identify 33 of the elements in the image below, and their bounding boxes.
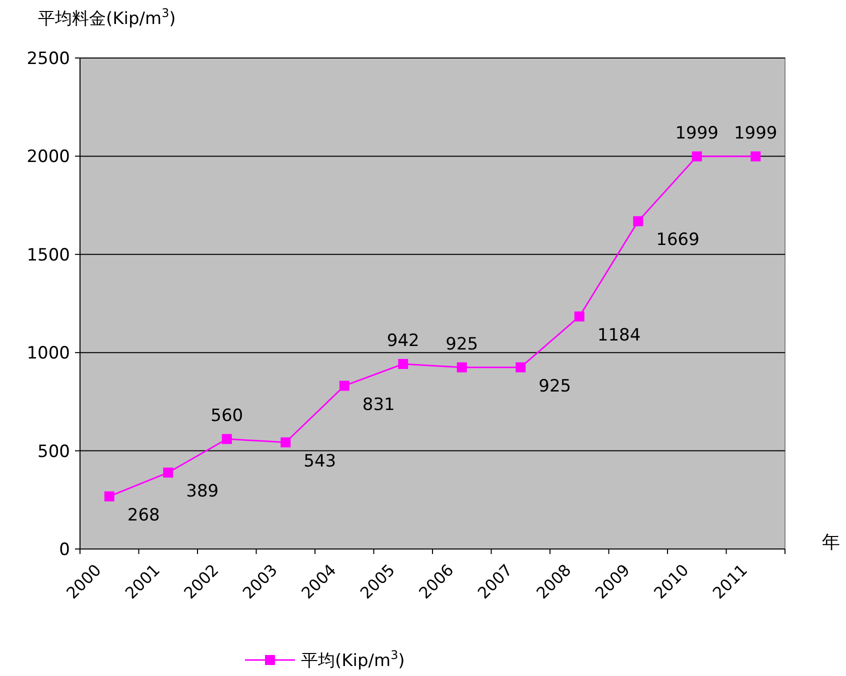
y-tick-label: 2000: [26, 147, 70, 168]
point: [456, 362, 467, 372]
y-tick-label: 2500: [26, 49, 70, 69]
data-label: 925: [446, 334, 478, 354]
point: [633, 216, 644, 226]
x-axis-title: 年: [822, 532, 840, 553]
point: [339, 380, 350, 391]
point: [750, 151, 761, 162]
data-label: 268: [127, 505, 160, 526]
y-tick-label: 500: [38, 442, 70, 462]
y-axis-title: 平均料金(Kip/m$^{3}$): [38, 6, 176, 29]
point: [163, 468, 174, 478]
y-tick-label: 0: [59, 540, 70, 560]
data-label: 925: [538, 376, 572, 396]
data-label: 831: [362, 394, 395, 415]
data-label: 1669: [656, 230, 700, 250]
point: [516, 362, 526, 372]
legend-label: 平均(Kip/m$^{3}$): [301, 648, 405, 671]
point: [222, 434, 232, 444]
data-label: 543: [304, 451, 336, 472]
point: [104, 491, 114, 502]
data-label: 1999: [734, 123, 778, 144]
data-label: 560: [210, 406, 244, 426]
y-tick-label: 1500: [26, 245, 70, 266]
point: [692, 151, 702, 162]
data-label: 389: [186, 482, 219, 502]
data-label: 1999: [675, 123, 719, 144]
y-tick-label: 1000: [26, 344, 70, 364]
data-label: 942: [386, 330, 420, 351]
point: [398, 358, 408, 369]
point: [280, 437, 291, 448]
data-label: 1184: [597, 325, 641, 346]
point: [574, 311, 584, 322]
